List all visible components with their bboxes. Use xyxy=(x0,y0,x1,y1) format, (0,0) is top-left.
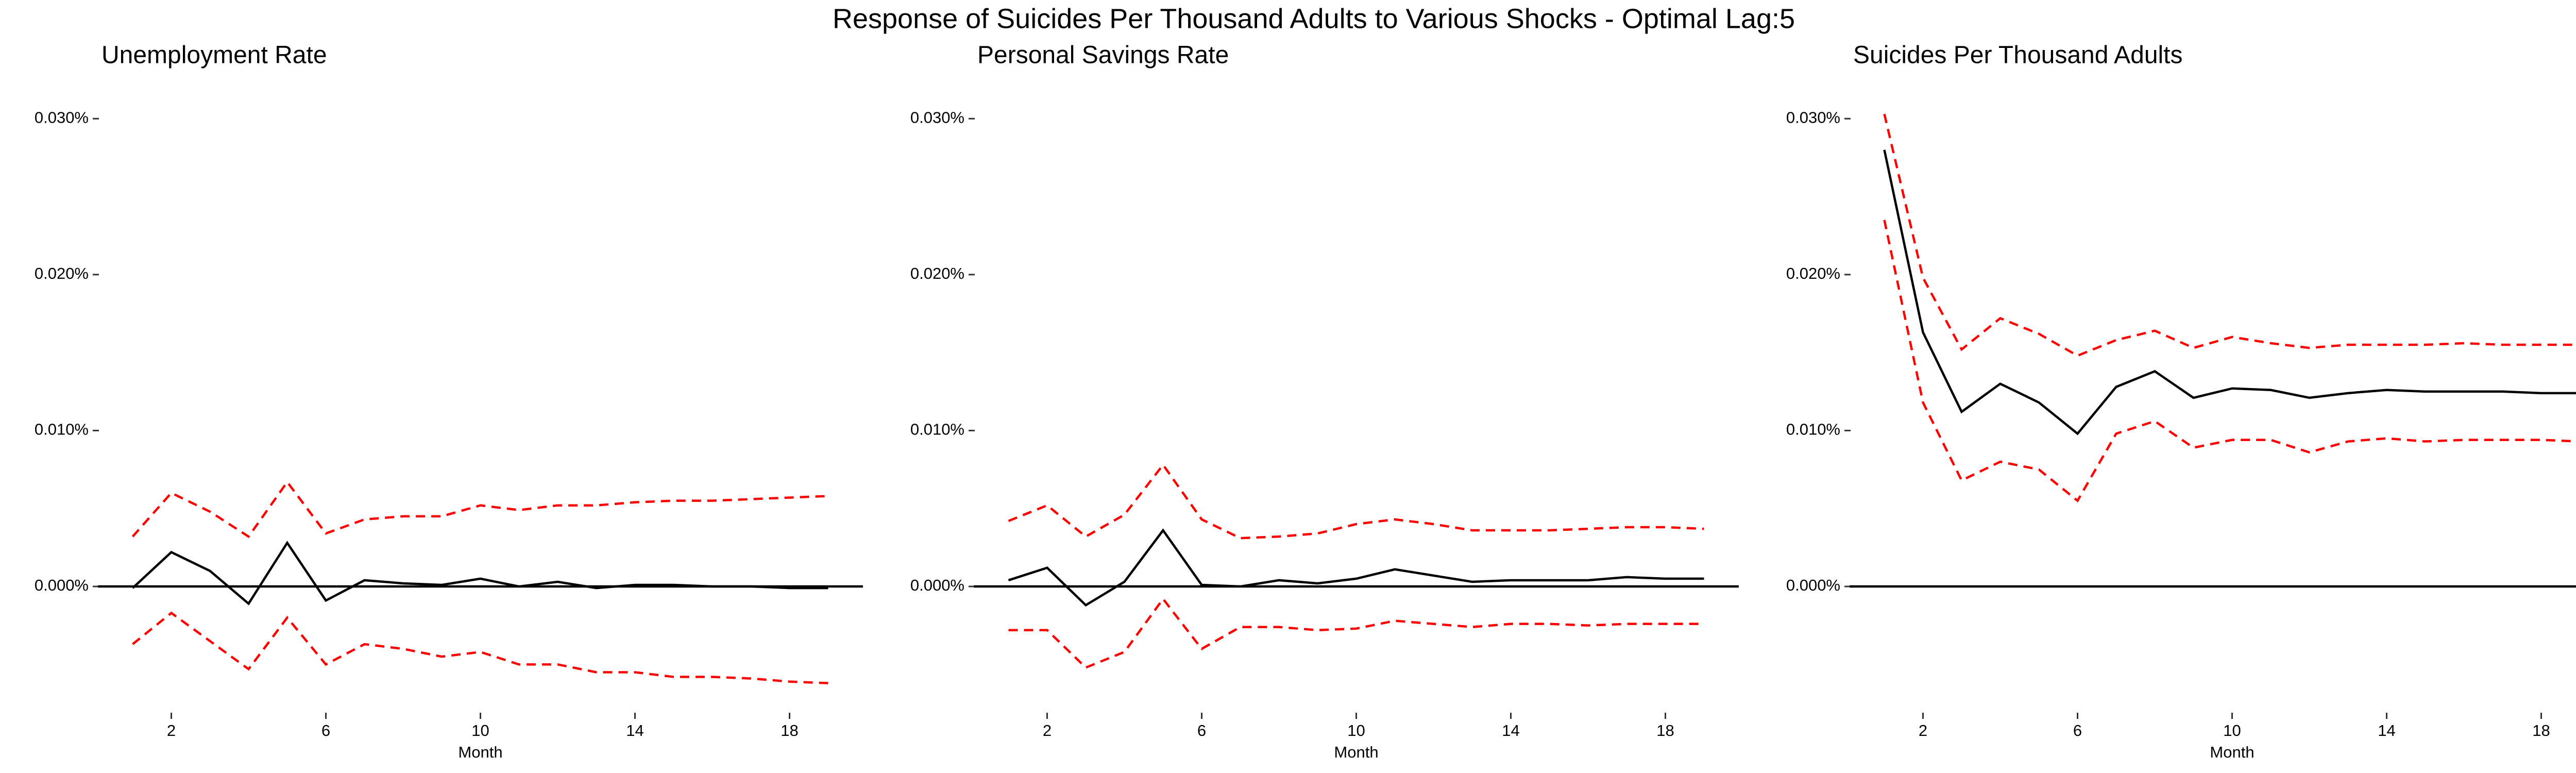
x-tick-label: 10 xyxy=(1347,721,1365,740)
y-tick-label: 0.020% xyxy=(910,264,964,282)
panel-title: Unemployment Rate xyxy=(101,42,327,69)
x-tick-label: 2 xyxy=(1043,721,1052,740)
y-tick-label: 0.030% xyxy=(910,108,964,126)
y-tick-label: 0.000% xyxy=(910,576,964,594)
x-tick-label: 10 xyxy=(471,721,489,740)
response-line xyxy=(1008,528,1704,607)
x-tick-label: 6 xyxy=(2073,721,2082,740)
band-line xyxy=(1008,597,1704,669)
response-line xyxy=(1883,149,2576,435)
response-line xyxy=(131,541,828,606)
x-axis-label: Month xyxy=(1334,743,1378,761)
band-line xyxy=(131,480,828,539)
panel-title: Suicides Per Thousand Adults xyxy=(1853,42,2183,69)
x-tick-label: 2 xyxy=(1919,721,1927,740)
band-line xyxy=(1883,220,2576,503)
x-axis-label: Month xyxy=(2210,743,2254,761)
y-tick-label: 0.020% xyxy=(1786,264,1840,282)
y-tick-label: 0.010% xyxy=(910,421,964,439)
y-tick-label: 0.020% xyxy=(35,264,89,282)
x-tick-label: 10 xyxy=(2223,721,2241,740)
x-tick-label: 6 xyxy=(1197,721,1206,740)
y-tick-label: 0.010% xyxy=(35,421,89,439)
y-tick-label: 0.010% xyxy=(1786,421,1840,439)
band-line xyxy=(1008,463,1704,540)
y-tick-label: 0.030% xyxy=(35,108,89,126)
x-tick-label: 18 xyxy=(2532,721,2550,740)
figure-title: Response of Suicides Per Thousand Adults… xyxy=(833,3,1795,34)
y-tick-label: 0.030% xyxy=(1786,108,1840,126)
x-tick-label: 18 xyxy=(1656,721,1674,740)
x-tick-label: 2 xyxy=(167,721,176,740)
x-tick-label: 14 xyxy=(1502,721,1519,740)
x-tick-label: 6 xyxy=(321,721,330,740)
y-tick-label: 0.000% xyxy=(1786,576,1840,594)
x-tick-label: 14 xyxy=(2378,721,2395,740)
x-tick-label: 14 xyxy=(626,721,643,740)
band-line xyxy=(132,611,828,684)
panel-title: Personal Savings Rate xyxy=(977,42,1229,69)
x-axis-label: Month xyxy=(458,743,502,761)
x-tick-label: 18 xyxy=(781,721,798,740)
y-tick-label: 0.000% xyxy=(35,576,89,594)
band-line xyxy=(1883,113,2576,357)
